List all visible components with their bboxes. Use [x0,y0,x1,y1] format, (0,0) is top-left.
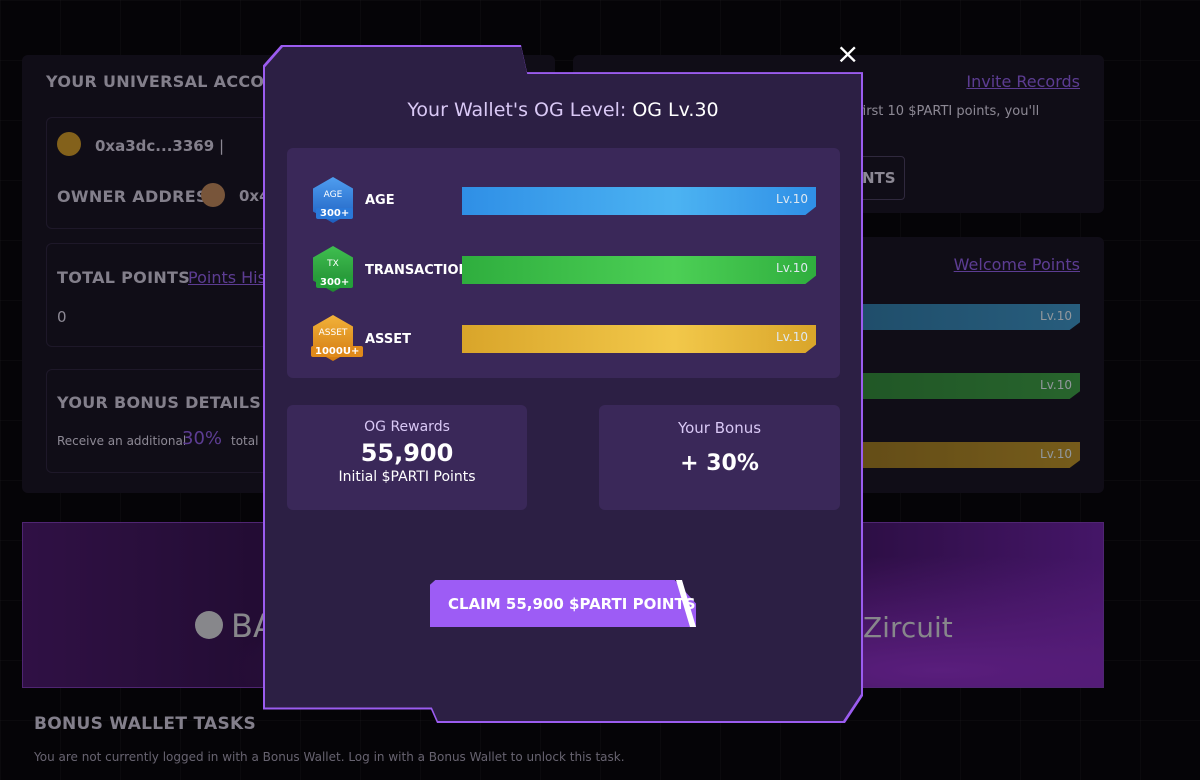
level-label: Lv.10 [776,330,808,344]
level-label: Lv.10 [776,261,808,275]
tasks-title: BONUS WALLET TASKS [34,714,257,734]
level-label: Lv.10 [1040,309,1072,323]
bonus-title: YOUR BONUS DETAILS [57,393,262,412]
rewards-title: OG Rewards [364,419,450,435]
level-bar: Lv.10 [462,256,816,284]
address: 0xa3dc...3369 [95,137,215,155]
avatar [57,132,81,156]
invite-records-link[interactable]: Invite Records [966,72,1080,91]
badge-text: AGE [323,190,343,200]
badge-tag: 300+ [316,208,354,219]
claim-button[interactable] [430,580,696,627]
modal-title: Your Wallet's OG Level: OG Lv.30 [263,99,863,121]
badge-text: TX [327,259,339,269]
invite-text: first 10 $PARTI points, you'll [858,104,1040,119]
badge-text: ASSET [318,328,348,338]
bonus-percent: 30% [182,428,223,449]
bonus-text: Receive an additional [57,434,187,448]
row-label: AGE [365,193,395,208]
bonus-text: total p [231,434,270,448]
wallet-icon [201,183,225,207]
level-label: Lv.10 [1040,447,1072,461]
bonus-box: Your Bonus + 30% [599,405,840,510]
claim-button-label[interactable]: CLAIM 55,900 $PARTI POINTS [448,595,696,613]
points-history-link[interactable]: Points Hist [188,268,273,287]
rewards-unit: Initial $PARTI Points [338,469,476,485]
separator: | [219,137,225,155]
tasks-text: You are not currently logged in with a B… [34,750,625,764]
badge-tag: 300+ [316,277,354,288]
bonus-value: + 30% [680,451,759,476]
owner-label: OWNER ADDRESS [57,187,219,206]
title: YOUR UNIVERSAL ACCOUNT [46,72,303,91]
rewards-value: 55,900 [360,439,454,467]
badge-tag: 1000U+ [311,346,364,357]
points-title: TOTAL POINTS [57,268,191,287]
row-label: ASSET [365,332,411,347]
level-bar: Lv.10 [462,187,816,215]
owner-address: 0x4 [239,187,270,205]
title-text: Your Wallet's OG Level: [407,99,627,121]
bonus-title: Your Bonus [677,419,762,437]
partner-name: Zircuit [863,611,953,644]
og-level: OG Lv.30 [632,99,719,121]
rewards-box: OG Rewards 55,900 Initial $PARTI Points [287,405,527,510]
points-value: 0 [57,308,67,326]
level-label: Lv.10 [776,192,808,206]
row-label: TRANSACTION [365,263,470,278]
welcome-points-link[interactable]: Welcome Points [953,255,1080,274]
level-label: Lv.10 [1040,378,1072,392]
close-button[interactable]: × [836,37,860,70]
partner-logo [195,611,223,639]
level-bar: Lv.10 [462,325,816,353]
